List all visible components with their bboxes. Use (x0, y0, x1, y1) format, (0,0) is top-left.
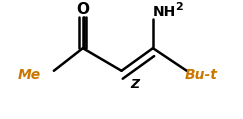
Text: Bu-t: Bu-t (185, 68, 218, 82)
Text: Me: Me (18, 68, 41, 82)
Text: Z: Z (130, 78, 139, 91)
Text: NH: NH (153, 5, 176, 19)
Text: 2: 2 (175, 2, 182, 12)
Text: O: O (76, 2, 89, 17)
